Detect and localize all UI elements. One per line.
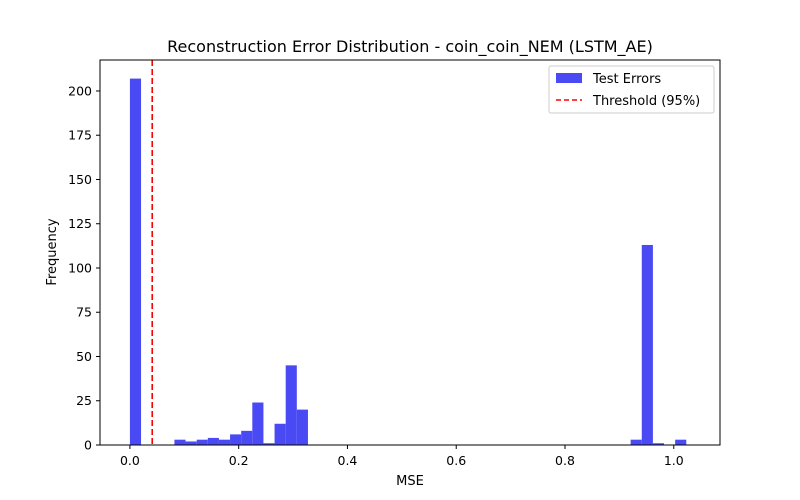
y-tick-label: 25 bbox=[76, 393, 92, 408]
legend: Test Errors Threshold (95%) bbox=[548, 65, 715, 114]
x-axis-label: MSE bbox=[396, 474, 424, 489]
histogram-bar bbox=[263, 443, 275, 445]
histogram-bar bbox=[207, 437, 219, 445]
legend-swatch-test-errors bbox=[556, 73, 582, 83]
x-tick-label: 0.4 bbox=[338, 453, 358, 468]
histogram-bar bbox=[196, 439, 208, 445]
histogram-bar bbox=[274, 423, 286, 445]
y-tick-label: 125 bbox=[68, 216, 92, 231]
histogram-bar bbox=[652, 443, 665, 445]
histogram-bar bbox=[129, 78, 142, 445]
y-tick-label: 150 bbox=[68, 172, 92, 187]
histogram-bar bbox=[174, 439, 186, 445]
y-axis-ticks: 0 25 50 75 100 125 150 175 200 bbox=[68, 83, 100, 453]
y-tick-label: 75 bbox=[76, 305, 92, 320]
histogram-bar bbox=[218, 439, 231, 445]
y-tick-label: 50 bbox=[76, 349, 92, 364]
histogram-bar bbox=[675, 439, 687, 445]
y-axis-label: Frequency bbox=[45, 218, 60, 285]
histogram-bar bbox=[230, 434, 242, 445]
legend-label-threshold: Threshold (95%) bbox=[592, 94, 700, 109]
x-tick-label: 0.8 bbox=[555, 453, 575, 468]
bars-group bbox=[129, 78, 687, 445]
histogram-bar bbox=[252, 402, 264, 445]
y-tick-label: 200 bbox=[68, 83, 92, 98]
legend-label-test-errors: Test Errors bbox=[592, 72, 661, 87]
x-tick-label: 0.6 bbox=[446, 453, 466, 468]
histogram-bar bbox=[630, 439, 642, 445]
chart-title: Reconstruction Error Distribution - coin… bbox=[167, 37, 653, 57]
histogram-bar bbox=[185, 441, 197, 445]
histogram-bar bbox=[296, 409, 308, 445]
histogram-bar bbox=[285, 365, 297, 445]
plot-frame bbox=[99, 59, 721, 446]
x-tick-label: 0.0 bbox=[120, 453, 140, 468]
x-tick-label: 0.2 bbox=[229, 453, 249, 468]
histogram-bar bbox=[641, 244, 653, 445]
x-tick-label: 1.0 bbox=[664, 453, 684, 468]
y-tick-label: 175 bbox=[68, 128, 92, 143]
histogram-bar bbox=[241, 430, 253, 445]
x-axis-ticks: 0.0 0.2 0.4 0.6 0.8 1.0 bbox=[120, 445, 684, 468]
legend-box bbox=[548, 65, 715, 114]
y-tick-label: 0 bbox=[84, 438, 92, 453]
y-tick-label: 100 bbox=[68, 260, 92, 275]
